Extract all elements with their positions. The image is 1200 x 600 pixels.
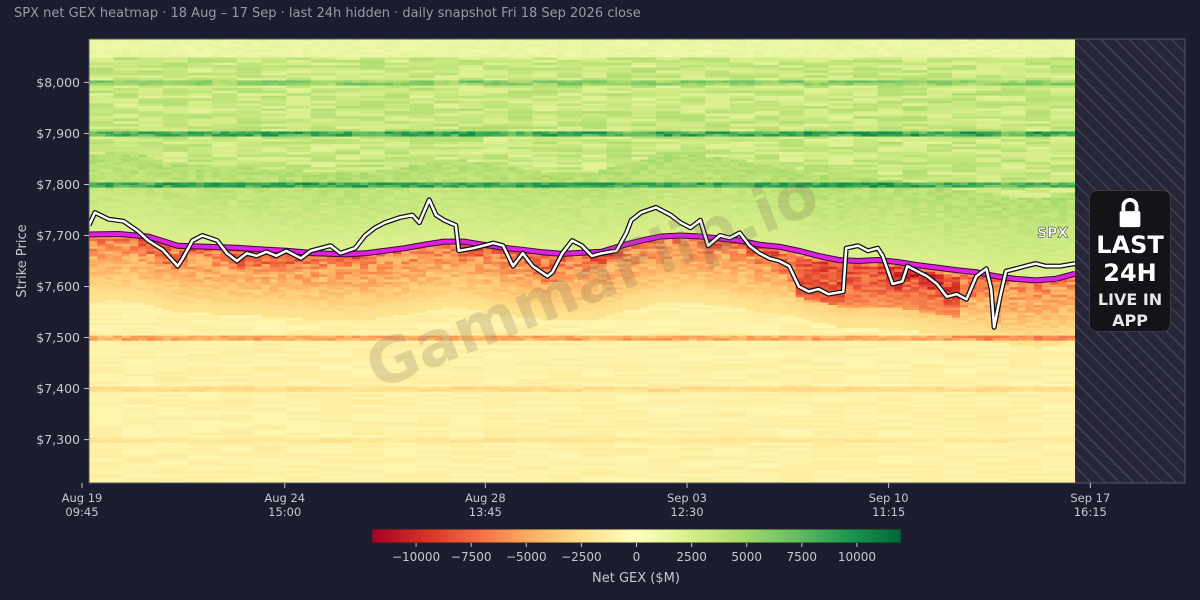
heatmap-chart: GammaFlip.io SPX $7,300$7,400$7,500$7,60… <box>0 0 1200 600</box>
chart-stage: SPX net GEX heatmap · 18 Aug – 17 Sep · … <box>0 0 1200 600</box>
